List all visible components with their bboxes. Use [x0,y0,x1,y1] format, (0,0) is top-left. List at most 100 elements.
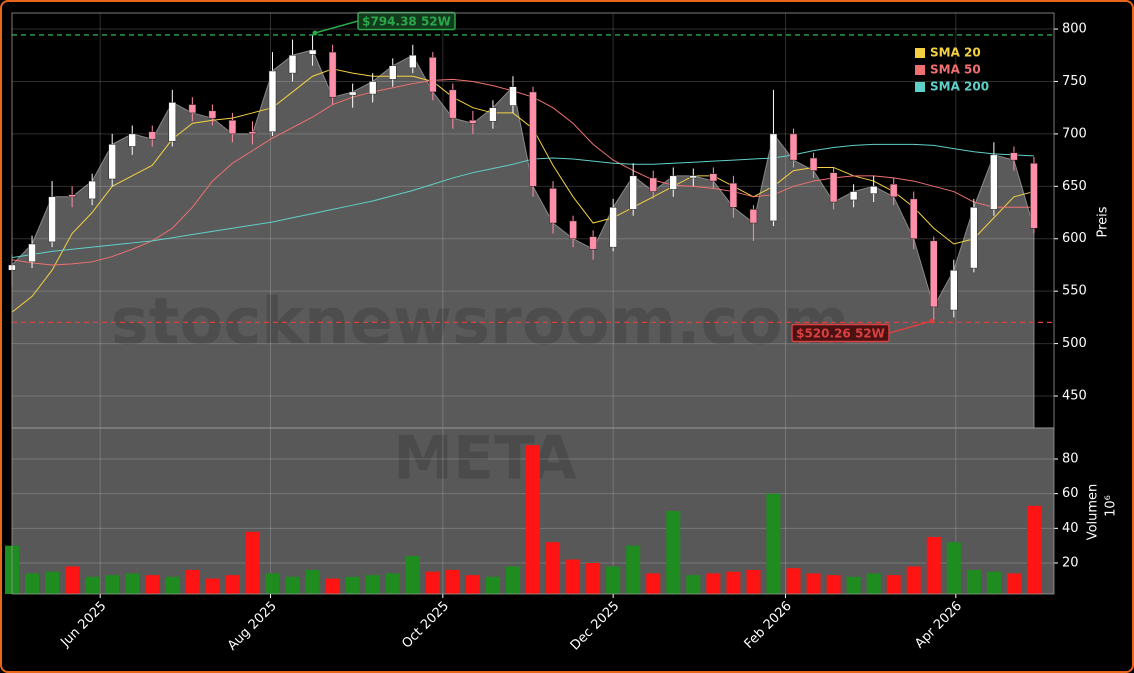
candle-body [509,86,517,106]
x-tick-label: Apr 2026 [912,599,965,652]
sma-line [11,143,1034,259]
volume-bar [165,576,180,594]
volume-bar [125,573,140,594]
legend-swatch [915,82,925,92]
candle-body [849,191,858,201]
candle-body [228,120,237,135]
y-tick-label: 20 [1062,555,1079,570]
volume-bar [265,573,280,594]
candle-body [529,91,537,187]
volume-bar [325,578,340,594]
candle-body [829,172,838,203]
volume-bar [826,575,841,594]
candle-body [749,209,758,224]
volume-bar [385,573,400,594]
volume-bar [906,566,921,594]
y-tick-label: 450 [1062,389,1087,404]
annotation-box [791,323,890,343]
candle-body [489,107,497,122]
x-tick-label: Aug 2025 [225,599,280,654]
volume-bar [285,576,300,594]
candle-body [168,102,177,142]
legend-swatch [915,65,925,75]
candle-body [288,55,297,74]
volume-bar [746,569,761,594]
candle-body [449,89,457,119]
annotation-arrow [314,20,359,34]
candle-body [689,175,698,179]
y-tick-label: 750 [1062,74,1087,89]
volume-bar [866,573,881,594]
volume-bar [245,531,260,594]
volume-bar [566,559,581,594]
legend-swatch [915,48,925,58]
volume-bar [45,571,60,594]
volume-bar [686,575,701,594]
candle-body [669,175,678,190]
volume-bar [646,573,661,594]
candle-body [930,240,938,308]
candle-body [409,55,417,69]
candle-body [268,70,277,133]
volume-bar [305,569,320,594]
candle-body [388,65,397,80]
volume-bar [25,573,40,594]
candle-body [188,104,197,114]
volume-bar [926,536,941,594]
volume-bar [946,542,961,594]
candle-body [809,157,818,171]
volume-bar [85,576,100,594]
candle-body [469,120,477,124]
candle-body [709,173,718,182]
volume-bar [65,566,80,594]
candle-body [128,133,136,147]
volume-bar [666,511,681,594]
candle-body [609,207,617,248]
y-tick-label: 700 [1062,126,1087,141]
candle-body [769,133,778,222]
volume-bar [1026,505,1041,594]
annotation-box [357,11,456,31]
y-tick-label: 800 [1062,22,1087,37]
y-offset-label: 10⁶ [1104,495,1119,517]
candle-body [28,243,36,263]
volume-bar [425,571,440,594]
x-tick-label: Oct 2025 [399,599,452,652]
legend-label: SMA 200 [930,80,989,94]
candle-body [108,144,116,180]
sma-line [11,78,1034,266]
volume-bar [846,576,861,594]
volume-bar [445,569,460,594]
volume-bar [185,569,200,594]
candle-body [990,154,998,210]
y-axis-label: Volumen [1086,484,1101,541]
candle-body [649,177,657,192]
annotation-arrowhead [312,30,318,36]
volume-bar [546,542,561,594]
candle-body [208,110,217,119]
candle-body [1030,163,1038,229]
volume-bar [586,562,601,594]
candle-body [68,194,76,198]
candle-body [308,49,317,55]
volume-bar [225,575,240,594]
volume-bar [806,573,821,594]
volume-bar [1006,573,1021,594]
volume-bar [606,566,621,594]
annotation-label: $794.38 52W [362,15,451,29]
candle-body [950,269,958,311]
volume-bar [766,493,781,594]
volume-bar [505,566,520,594]
volume-bar [405,556,420,594]
y-tick-label: 650 [1062,179,1087,194]
candle-body [429,57,437,93]
volume-bar [966,569,981,594]
volume-bar [986,571,1001,594]
annotation-arrowhead [929,318,935,324]
plot-frame [11,12,1055,595]
candle-body [1010,152,1018,161]
candle-body [328,51,337,98]
candle-body [48,196,56,243]
